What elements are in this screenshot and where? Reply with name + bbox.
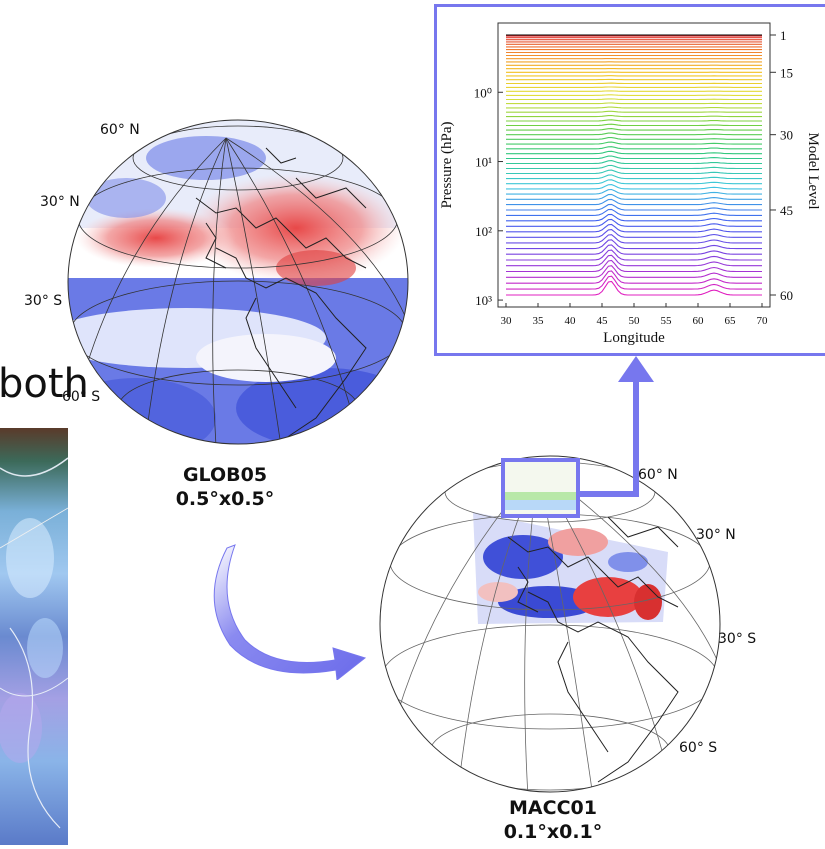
y-tick-label-0: 10⁰ [474,85,492,100]
globe-left-caption-resolution: 0.5°x0.5° [150,487,300,511]
globe-right-lat-30n: 30° N [696,527,736,543]
level-line-26 [506,116,762,117]
globe-left-lat-60n: 60° N [100,122,140,138]
level-line-27 [506,120,762,121]
y2-axis-label: Model Level [805,132,821,209]
level-line-53 [506,245,762,254]
y2-tick-label-4: 60 [780,288,793,303]
globe-left-lat-60s: 60° S [62,389,100,405]
x-tick-label-0: 30 [501,315,513,327]
level-line-28 [506,124,762,125]
globe-right-caption-name: MACC01 [478,796,628,820]
y-tick-label-3: 10³ [475,293,492,308]
globe-right-caption: MACC01 0.1°x0.1° [478,796,628,844]
globe-right-lat-30s: 30° S [718,631,756,647]
x-tick-label-5: 55 [661,315,673,327]
x-tick-label-3: 45 [597,315,609,327]
globe-glob05 [66,118,410,446]
globe-left-caption: GLOB05 0.5°x0.5° [150,463,300,511]
level-line-39 [506,175,762,179]
level-line-33 [506,147,762,149]
y2-tick-label-2: 30 [780,128,793,143]
y-tick-label-1: 10¹ [475,155,492,170]
y-tick-label-2: 10² [475,224,492,239]
y2-tick-label-0: 1 [780,28,787,43]
x-tick-label-4: 50 [629,315,641,327]
level-line-36 [506,161,762,164]
level-line-40 [506,180,762,184]
globe-left-lat-30s: 30° S [24,293,62,309]
level-line-22 [506,99,762,100]
level-line-54 [506,250,762,260]
level-line-41 [506,185,762,189]
x-tick-label-7: 65 [725,315,737,327]
curved-arrow [205,540,375,680]
x-tick-label-6: 60 [693,315,705,327]
level-line-37 [506,165,762,168]
level-line-30 [506,133,762,135]
level-line-52 [506,240,762,249]
level-line-23 [506,103,762,104]
level-line-24 [506,107,762,108]
x-tick-label-2: 40 [565,315,577,327]
globe-left-lat-30n: 30° N [40,194,80,210]
y-axis-label: Pressure (hPa) [439,121,455,208]
x-tick-label-1: 35 [533,315,545,327]
level-line-21 [506,95,762,96]
connector-arrow [578,352,658,502]
globe-left-caption-name: GLOB05 [150,463,300,487]
globe-right-caption-resolution: 0.1°x0.1° [478,820,628,844]
x-tick-label-8: 70 [757,315,769,327]
level-line-34 [506,151,762,153]
x-axis-label: Longitude [603,330,665,346]
globe-right-lat-60s: 60° S [679,740,717,756]
satellite-image [0,428,68,845]
level-line-43 [506,194,762,199]
level-line-38 [506,170,762,173]
level-line-42 [506,190,762,195]
pressure-level-chart: 30 35 40 45 50 55 60 65 70 10⁰ 10¹ 10² 10³ 1 15 30 45 6… [434,4,825,356]
level-line-25 [506,111,762,112]
level-line-29 [506,129,762,131]
globe-macc01 [378,452,723,797]
level-line-44 [506,199,762,204]
y2-tick-label-1: 15 [780,65,793,80]
level-line-32 [506,142,762,144]
level-line-51 [506,235,762,243]
level-line-31 [506,138,762,140]
level-line-35 [506,156,762,159]
level-line-45 [506,204,762,210]
y2-tick-label-3: 45 [780,203,793,218]
